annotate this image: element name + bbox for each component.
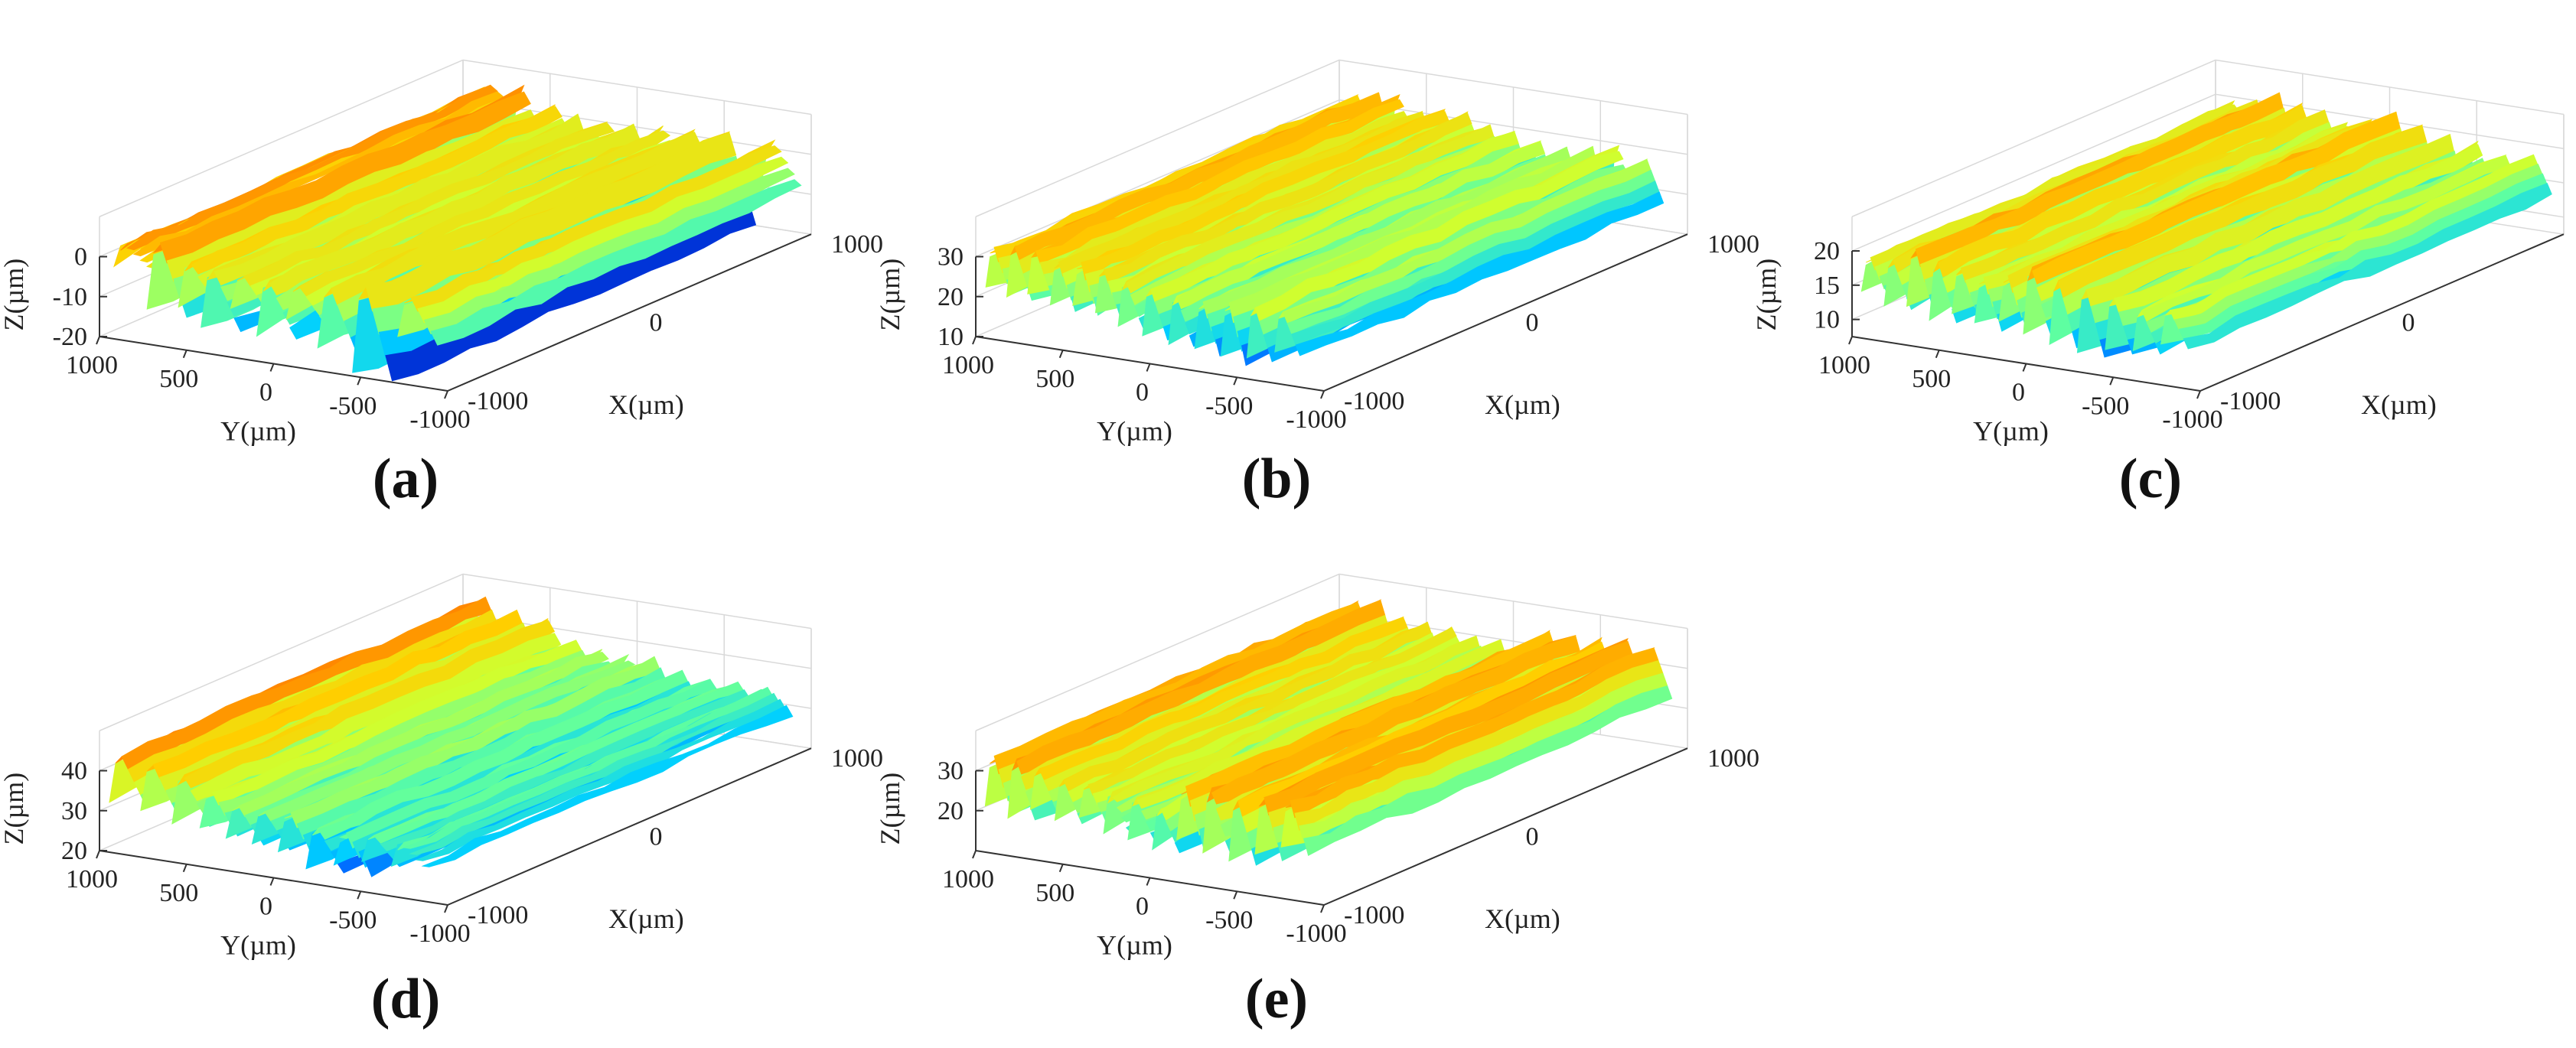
x-tick-label: 1000 [1707,230,1759,259]
surface-panel-4: 1000 500 0 -500 -1000-1000 0 1000 40 30 20 Y(µm) X(… [0,573,883,1030]
y-tick-label: -500 [329,906,377,934]
panel-label: (c) [2119,448,2182,510]
y-tick-label: 500 [1035,365,1074,393]
y-tick-label: 1000 [66,865,118,893]
x-tick-label: 1000 [1707,744,1759,773]
surface [1860,92,2552,358]
z-axis-label: Z(µm) [0,259,29,331]
x-tick-label: 0 [650,309,663,337]
x-axis-label: X(µm) [608,903,684,934]
z-axis-label: Z(µm) [1751,259,1782,331]
y-axis-label: Y(µm) [220,930,296,961]
panel-label: (b) [1242,448,1311,510]
x-axis-label: X(µm) [1485,389,1560,420]
panel-label: (a) [373,448,439,510]
y-axis-label: Y(µm) [220,416,296,447]
z-axis-label: Z(µm) [875,773,905,845]
z-tick-label: 30 [61,797,87,825]
y-tick-label: 500 [159,879,198,907]
y-tick-label: -1000 [2162,405,2222,434]
z-tick-label: 30 [937,243,964,272]
y-axis-label: Y(µm) [1973,416,2049,447]
x-tick-label: -1000 [1344,387,1404,415]
x-tick-label: 0 [650,823,663,851]
y-tick-label: 500 [1035,879,1074,907]
y-tick-label: 0 [259,893,272,921]
y-tick-label: -500 [1205,906,1253,934]
y-tick-label: -1000 [409,405,470,434]
x-axis-label: X(µm) [1485,903,1560,934]
surface [109,596,794,877]
ridge-10 [397,139,802,346]
x-tick-label: 1000 [831,744,883,773]
y-tick-label: 0 [1136,379,1149,407]
y-tick-label: 1000 [942,351,994,379]
y-tick-label: -1000 [1286,919,1346,948]
x-tick-label: 0 [1526,823,1539,851]
y-tick-label: 1000 [1818,351,1870,379]
y-tick-label: 500 [1912,365,1951,393]
y-tick-label: 0 [2012,379,2025,407]
z-tick-label: -20 [53,323,87,351]
x-tick-label: -1000 [2220,387,2281,415]
panel-label: (e) [1245,968,1308,1030]
x-tick-label: -1000 [468,387,528,415]
ridge-13 [2160,154,2552,350]
y-axis-label: Y(µm) [1097,930,1172,961]
x-axis-label: X(µm) [2361,389,2437,420]
y-tick-label: -500 [2082,392,2129,420]
y-tick-label: 1000 [942,865,994,893]
y-axis-label: Y(µm) [1097,416,1172,447]
z-tick-label: 15 [1814,272,1840,300]
y-tick-label: 1000 [66,351,118,379]
z-tick-label: 20 [1814,237,1840,265]
z-tick-label: 20 [937,283,964,311]
x-tick-label: -1000 [468,901,528,929]
z-axis-label: Z(µm) [0,773,29,845]
y-tick-label: -1000 [1286,405,1346,434]
y-tick-label: -500 [329,392,377,420]
x-tick-label: 1000 [831,230,883,259]
x-axis-label: X(µm) [608,389,684,420]
y-tick-label: 0 [1136,893,1149,921]
surface [985,92,1665,366]
z-tick-label: 10 [937,323,964,351]
ridge-13 [1274,158,1665,356]
x-tick-label: 0 [2402,309,2415,337]
surface-panel-2: 1000 500 0 -500 -1000-1000 0 1000 30 20 10 Y(µm) X(… [875,59,1759,510]
y-tick-label: 500 [159,365,198,393]
surface [113,84,802,382]
z-tick-label: 30 [937,757,964,786]
z-axis-label: Z(µm) [875,259,905,331]
surface-panel-1: 1000 500 0 -500 -1000-1000 0 1000 0 -10 -20 Y(µm) X… [0,59,883,510]
z-tick-label: 20 [61,837,87,865]
z-tick-label: -10 [53,283,87,311]
x-tick-label: -1000 [1344,901,1404,929]
y-tick-label: 0 [259,379,272,407]
z-tick-label: 20 [937,797,964,825]
panel-label: (d) [371,968,440,1030]
y-tick-label: -500 [1205,392,1253,420]
surface-panel-5: 1000 500 0 -500 -1000-1000 0 1000 30 20 Y(µm) X(µm… [875,573,1759,1030]
surface-panel-3: 10005000-500-1000-100001000201510Y(µm)X(… [1751,59,2565,510]
z-tick-label: 0 [74,243,87,272]
x-tick-label: 0 [1526,309,1539,337]
surface [984,599,1673,866]
z-tick-label: 40 [61,757,87,786]
ridge-13 [1280,646,1673,857]
ridge-11 [390,686,794,867]
y-tick-label: -1000 [409,919,470,948]
z-tick-label: 10 [1814,306,1840,334]
